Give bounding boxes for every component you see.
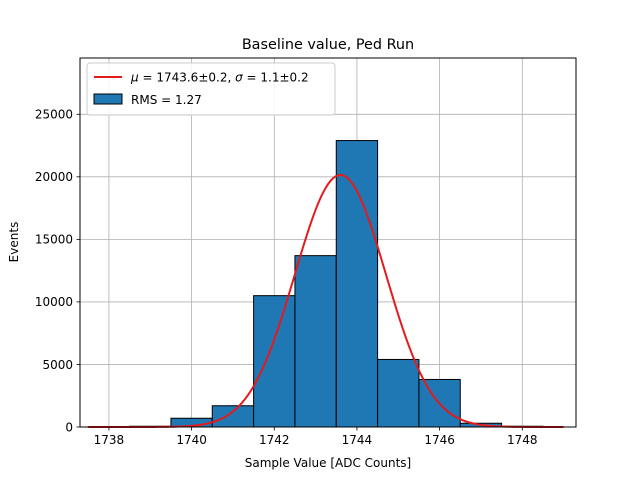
x-tick-label: 1748: [507, 433, 538, 447]
histogram-bar: [335, 140, 379, 428]
x-tick-label: 1744: [342, 433, 373, 447]
y-tick-label: 20000: [35, 170, 73, 184]
legend-box: [86, 62, 336, 116]
histogram-bar: [211, 405, 255, 428]
legend-histogram-swatch: [93, 93, 123, 105]
x-axis-label: Sample Value [ADC Counts]: [245, 456, 411, 470]
y-tick-label: 15000: [35, 233, 73, 247]
legend-fit-label: μ = 1743.6±0.2, σ = 1.1±0.2: [130, 71, 309, 85]
legend-mu-text: = 1743.6±0.2,: [139, 71, 235, 85]
x-axis-ticks: 1738 1740 1742 1744 1746 1748: [94, 427, 538, 447]
y-tick-label: 5000: [42, 358, 73, 372]
chart-title: Baseline value, Ped Run: [242, 37, 414, 53]
legend: μ = 1743.6±0.2, σ = 1.1±0.2 RMS = 1.27: [86, 62, 336, 116]
legend-sigma-text: = 1.1±0.2: [243, 71, 309, 85]
legend-histogram-label: RMS = 1.27: [131, 93, 202, 107]
legend-mu-symbol: μ: [130, 71, 139, 85]
y-tick-label: 0: [65, 420, 73, 434]
legend-sigma-symbol: σ: [235, 71, 243, 85]
x-tick-label: 1738: [94, 433, 125, 447]
plot-frame: [79, 57, 577, 428]
y-tick-label: 25000: [35, 108, 73, 122]
grid: [80, 58, 576, 428]
histogram-bar: [377, 358, 420, 428]
y-tick-label: 10000: [35, 295, 73, 309]
x-tick-label: 1742: [259, 433, 290, 447]
y-axis-ticks: 0 5000 10000 15000 20000 25000: [35, 108, 80, 434]
x-tick-label: 1746: [424, 433, 455, 447]
y-axis-label: Events: [7, 222, 21, 263]
histogram-bar: [253, 295, 296, 428]
x-tick-label: 1740: [176, 433, 207, 447]
histogram-bar: [294, 255, 337, 428]
